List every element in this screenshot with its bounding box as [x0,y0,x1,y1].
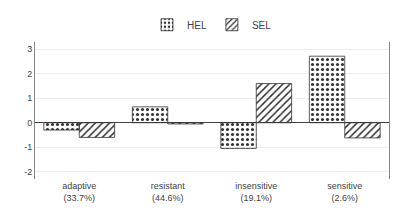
svg-text:3: 3 [27,44,32,54]
svg-text:resistant(44.6%): resistant(44.6%) [151,181,186,203]
svg-text:insensitive(19.1%): insensitive(19.1%) [235,181,277,203]
svg-text:0: 0 [27,118,32,128]
svg-text:2: 2 [27,69,32,79]
svg-text:HEL: HEL [187,20,207,31]
svg-text:-2: -2 [24,167,32,177]
svg-text:-1: -1 [24,142,32,152]
svg-text:sensitive(2.6%): sensitive(2.6%) [327,181,362,203]
svg-text:1: 1 [27,93,32,103]
svg-text:SEL: SEL [252,20,271,31]
svg-text:adaptive(33.7%): adaptive(33.7%) [62,181,96,203]
